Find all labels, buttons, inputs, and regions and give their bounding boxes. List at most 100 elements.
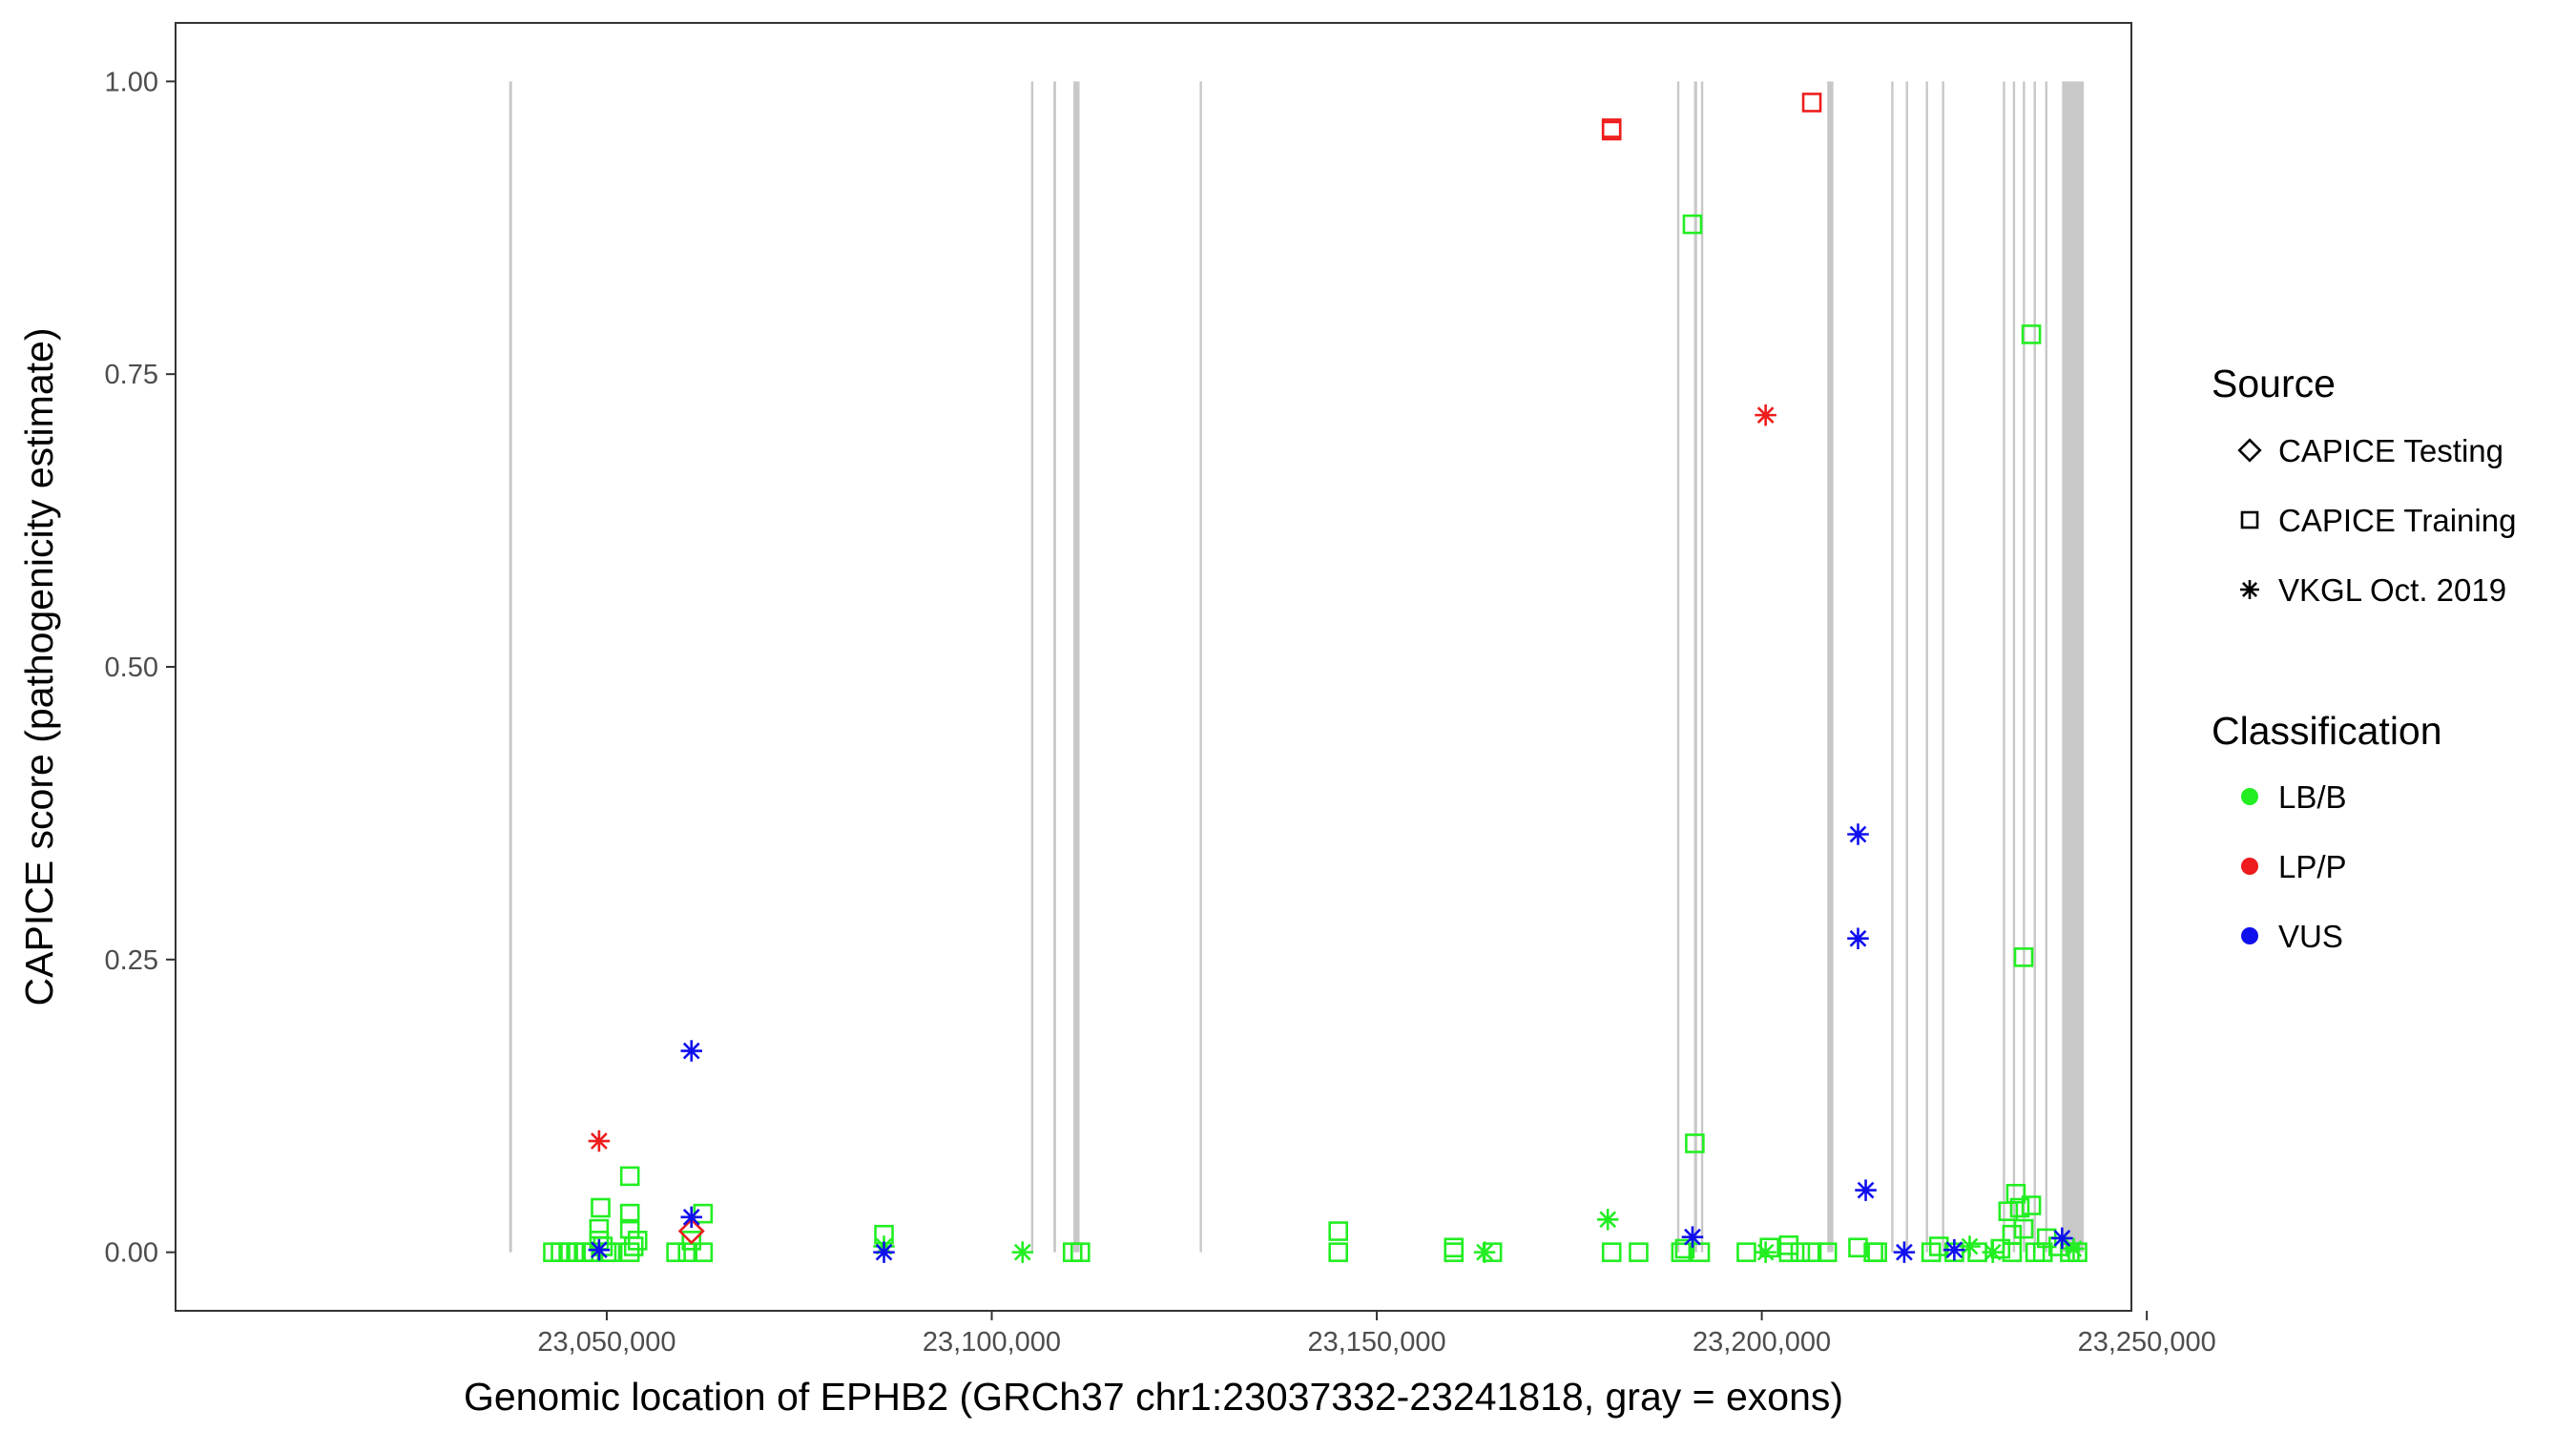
point-square [2021, 324, 2042, 344]
exon-band [2003, 81, 2005, 1253]
point-star [873, 1241, 895, 1263]
y-tick-label: 0.25 [105, 945, 158, 976]
y-tick-label: 1.00 [105, 67, 158, 97]
exon-band [1676, 81, 1680, 1253]
point-square [1790, 1242, 1811, 1262]
exon-band [1693, 81, 1697, 1253]
axis-ticks: 23,050,000 23,100,000 23,150,000 23,200,000… [105, 67, 2216, 1358]
exon-band [1905, 81, 1908, 1253]
exon-band [1199, 81, 1202, 1253]
exon-band [1053, 81, 1056, 1253]
point-square [2021, 1195, 2042, 1215]
point-diamond [677, 1217, 705, 1245]
exon-band [1891, 81, 1894, 1253]
point-square [1482, 1242, 1503, 1262]
exon-band [2012, 81, 2016, 1253]
data-points [543, 93, 2088, 1263]
point-square [619, 1166, 640, 1187]
legend-class-swatch [2241, 788, 2258, 805]
point-square [2032, 1242, 2053, 1262]
legend-classification-title: Classification [2212, 709, 2442, 753]
point-square [1671, 1242, 1692, 1262]
x-tick-label: 23,100,000 [923, 1327, 1061, 1358]
legend-class-swatch [2241, 858, 2258, 875]
legend-source-title: Source [2212, 362, 2336, 405]
point-star [1855, 1179, 1877, 1201]
point-star [2051, 1227, 2073, 1250]
x-tick-label: 23,200,000 [1693, 1327, 1831, 1358]
y-tick-label: 0.50 [105, 653, 158, 683]
point-square [1601, 1242, 1622, 1262]
legend-class-label: LP/P [2278, 849, 2347, 884]
point-square [1685, 1133, 1705, 1153]
point-square [627, 1231, 648, 1251]
point-square [677, 1242, 698, 1262]
x-tick-label: 23,250,000 [2078, 1327, 2216, 1358]
exon-band [1073, 81, 1080, 1253]
point-square [1601, 120, 1622, 141]
exon-band [1925, 81, 1928, 1253]
exon-band [1942, 81, 1944, 1253]
point-square [2067, 1242, 2088, 1262]
point-square [1328, 1242, 1349, 1262]
exon-bands [509, 81, 2085, 1253]
point-square [1674, 1238, 1695, 1259]
exon-band [1827, 81, 1834, 1253]
point-star [1755, 1241, 1776, 1263]
point-star [1596, 1209, 1619, 1231]
exon-band [2062, 81, 2085, 1253]
point-star [1681, 1226, 1704, 1248]
point-square [1444, 1242, 1465, 1262]
point-square [1801, 1242, 1822, 1262]
point-star [2063, 1237, 2085, 1260]
point-square [2002, 1242, 2023, 1262]
point-square [1817, 1242, 1838, 1262]
legend-source-label: VKGL Oct. 2019 [2278, 572, 2506, 608]
y-tick-label: 0.00 [105, 1238, 158, 1269]
point-square [1682, 214, 1703, 235]
point-square [623, 1236, 644, 1256]
point-square [619, 1203, 640, 1224]
point-diamond [2237, 438, 2262, 463]
point-square [1778, 1242, 1799, 1262]
point-square [666, 1242, 686, 1262]
point-square [2009, 1197, 2030, 1218]
point-star [588, 1130, 611, 1152]
exon-band [509, 81, 512, 1253]
point-star [2240, 580, 2259, 599]
point-star [1847, 823, 1869, 845]
exon-band [2045, 81, 2048, 1253]
point-square [2013, 947, 2034, 967]
point-star [1893, 1241, 1916, 1263]
exon-band [1700, 81, 1704, 1253]
point-square [1867, 1242, 1887, 1262]
point-square [681, 1231, 702, 1251]
point-star [680, 1206, 702, 1229]
exon-band [2033, 81, 2036, 1253]
legend-source-label: CAPICE Training [2278, 503, 2516, 538]
x-axis-title: Genomic location of EPHB2 (GRCh37 chr1:2… [464, 1375, 1843, 1419]
y-axis-title: CAPICE score (pathogenicity estimate) [17, 328, 61, 1006]
point-star [1847, 927, 1869, 949]
legend-class-label: VUS [2278, 919, 2343, 954]
point-square [1070, 1242, 1091, 1262]
legend-source-items: CAPICE Testing CAPICE Training VKGL Oct. 2… [2237, 433, 2516, 608]
legend: Source CAPICE Testing CAPICE Training VKGL… [2212, 362, 2516, 954]
legend-class-swatch [2241, 927, 2258, 944]
point-square [591, 1197, 611, 1218]
legend-class-label: LB/B [2278, 779, 2347, 815]
point-square [2240, 510, 2259, 529]
point-square [1328, 1221, 1349, 1241]
legend-source-label: CAPICE Testing [2278, 433, 2503, 468]
point-star [1755, 404, 1776, 426]
point-square [1759, 1237, 1779, 1258]
x-tick-label: 23,150,000 [1307, 1327, 1445, 1358]
point-square [693, 1242, 714, 1262]
y-tick-label: 0.75 [105, 360, 158, 390]
x-tick-label: 23,050,000 [537, 1327, 675, 1358]
point-square [1629, 1242, 1649, 1262]
point-square [1801, 93, 1822, 113]
point-square [1990, 1238, 2011, 1259]
